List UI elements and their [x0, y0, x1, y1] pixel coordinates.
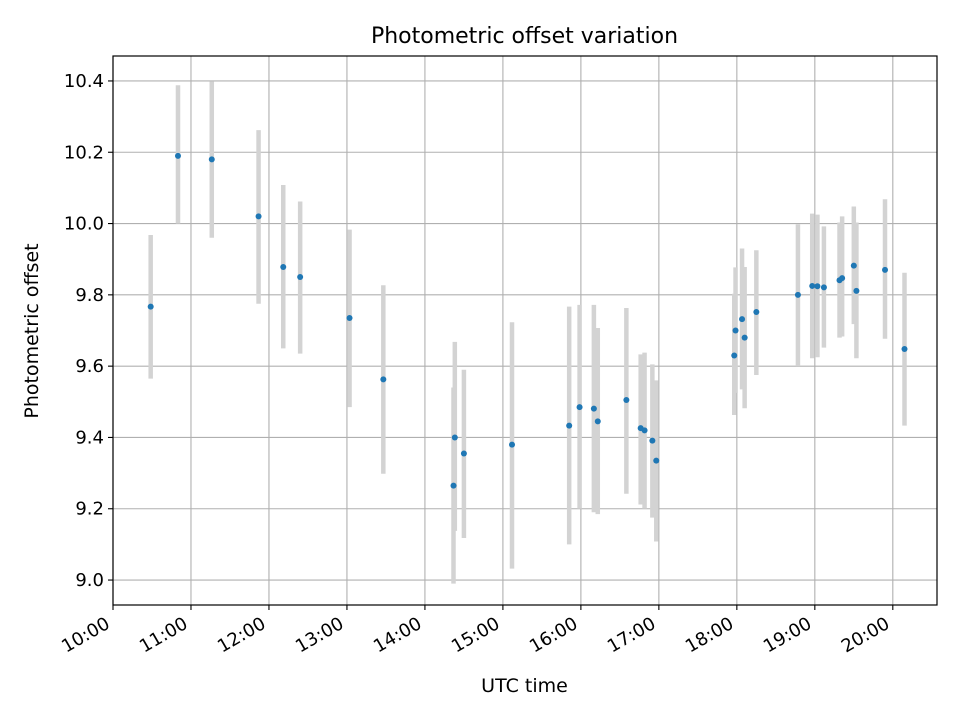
chart-title: Photometric offset variation [371, 24, 678, 49]
data-point [839, 275, 846, 282]
data-point [901, 346, 908, 353]
data-point [850, 262, 857, 269]
data-point [451, 434, 458, 441]
data-point [853, 287, 860, 294]
data-point [753, 308, 760, 315]
data-point [590, 405, 597, 412]
data-point [882, 266, 889, 273]
data-points [147, 152, 908, 489]
data-point [653, 457, 660, 464]
data-point [594, 418, 601, 425]
plot-frame [112, 55, 938, 606]
data-point [509, 441, 516, 448]
y-tick-label: 10.2 [64, 142, 104, 163]
data-point [208, 156, 215, 163]
data-point [297, 274, 304, 281]
data-point [809, 282, 816, 289]
data-point [147, 303, 154, 310]
y-axis-ticks: 9.0 9.2 9.4 9.6 9.8 10.0 10.2 10.4 [64, 71, 113, 591]
y-tick-label: 9.6 [75, 356, 104, 377]
data-point [649, 437, 656, 444]
data-point [814, 283, 821, 290]
data-point [460, 450, 467, 457]
data-point [566, 422, 573, 429]
y-tick-label: 9.0 [75, 570, 104, 591]
y-tick-label: 9.8 [75, 285, 104, 306]
y-tick-label: 10.0 [64, 214, 104, 235]
data-point [280, 264, 287, 271]
data-point [450, 482, 457, 489]
data-point [794, 291, 801, 298]
y-tick-label: 10.4 [64, 71, 104, 92]
x-axis-label: UTC time [481, 675, 568, 697]
y-axis-label: Photometric offset [21, 243, 43, 418]
grid-lines [112, 56, 937, 605]
data-point [732, 327, 739, 334]
y-tick-label: 9.2 [75, 499, 104, 520]
data-point [380, 376, 387, 383]
y-tick-label: 9.4 [75, 427, 104, 448]
data-point [576, 404, 583, 411]
data-point [174, 152, 181, 159]
data-point [346, 315, 353, 322]
data-point [731, 352, 738, 359]
data-point [739, 316, 746, 323]
data-point [741, 334, 748, 341]
data-point [255, 213, 262, 220]
data-point [820, 284, 827, 291]
data-point [641, 427, 648, 434]
data-point [623, 397, 630, 404]
